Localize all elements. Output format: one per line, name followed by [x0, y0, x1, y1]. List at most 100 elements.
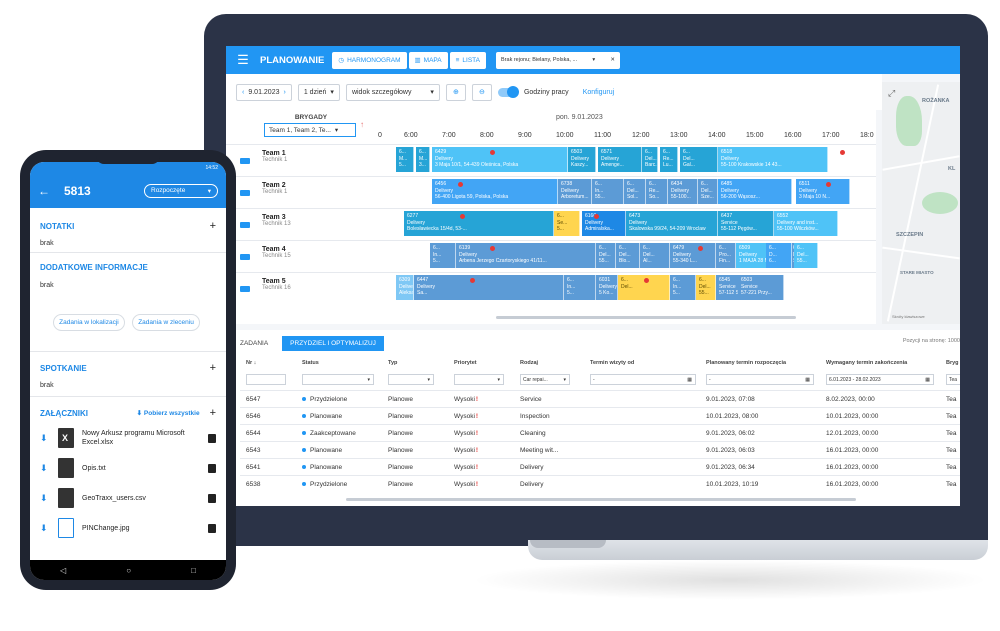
table-scrollbar[interactable]: [346, 498, 856, 501]
nav-recent-icon[interactable]: □: [191, 565, 196, 575]
schedule-scrollbar[interactable]: [496, 316, 796, 319]
task-bar[interactable]: 6511 Delivery 3 Maja 10 N...: [796, 179, 850, 204]
team-label[interactable]: Team 1 Technik 1: [262, 150, 287, 163]
col-visit-from[interactable]: Termin wizyty od: [590, 360, 635, 366]
task-bar[interactable]: 6... M... 5...: [396, 147, 414, 172]
calendar-icon[interactable]: ▦: [687, 376, 692, 383]
configure-link[interactable]: Konfiguruj: [582, 88, 615, 96]
task-bar[interactable]: 6... Re... Lu...: [660, 147, 678, 172]
zoom-out-icon[interactable]: ⊖: [471, 83, 492, 101]
add-attachment-icon[interactable]: +: [209, 407, 216, 419]
date-picker[interactable]: ‹ 9.01.2023 ›: [236, 83, 292, 101]
tab-list[interactable]: ≡ LISTA: [449, 51, 487, 69]
calendar-icon[interactable]: ▦: [805, 376, 810, 383]
col-status[interactable]: Status: [302, 360, 319, 366]
task-bar[interactable]: 6485 Delivery 56-200 Wąsosz...: [718, 179, 792, 204]
filter-kind[interactable]: Car repai... ▾: [520, 374, 570, 385]
view-mode-select[interactable]: widok szczegółowy ▾: [345, 83, 440, 101]
filter-status[interactable]: ▾: [302, 374, 374, 385]
task-bar[interactable]: 6503 Service 57-221 Przy...: [738, 275, 784, 300]
download-icon[interactable]: ⬇: [40, 522, 48, 533]
task-bar[interactable]: 6479 Delivery 55-340 L...: [670, 243, 716, 268]
download-icon[interactable]: ⬇: [40, 432, 48, 443]
filter-brigade[interactable]: Tea: [946, 374, 960, 385]
task-bar[interactable]: 6518 Delivery 55-100 Krakowskie 14 43...: [718, 147, 828, 172]
task-bar[interactable]: 6... Del... Sol...: [624, 179, 646, 204]
task-bar[interactable]: 6... Del... Blo...: [616, 243, 640, 268]
task-bar[interactable]: 6... In... 5...: [430, 243, 456, 268]
close-icon[interactable]: ✕: [610, 57, 616, 63]
task-bar[interactable]: 6... Se... 5...: [554, 211, 580, 236]
tasks-in-location-button[interactable]: Zadania w lokalizacji: [53, 314, 125, 331]
attachment-item[interactable]: ⬇ GeoTraxx_users.csv: [40, 483, 216, 513]
trash-icon[interactable]: [208, 523, 216, 533]
task-bar[interactable]: 6437 Service 55-112 Pęgów...: [718, 211, 774, 236]
task-bar[interactable]: 6... Del... Gal...: [680, 147, 718, 172]
task-bar[interactable]: 6447 Delivery Sa...: [414, 275, 564, 300]
team-label[interactable]: Team 2 Technik 1: [262, 182, 287, 195]
table-row[interactable]: 6543 Planowane Planowe Wysoki! Meeting wit..…: [240, 441, 960, 458]
table-row[interactable]: 6544 Zaakceptowane Planowe Wysoki! Cleaning 9…: [240, 424, 960, 441]
task-bar[interactable]: 6738 Delivery Arboretum...: [558, 179, 592, 204]
expand-icon[interactable]: ⤢: [888, 88, 896, 98]
table-row[interactable]: 6546 Planowane Planowe Wysoki! Inspection 10.…: [240, 407, 960, 424]
task-bar[interactable]: 6... Del... 55...: [696, 275, 716, 300]
task-bar[interactable]: 6... D... 6...: [766, 243, 792, 268]
task-bar[interactable]: 6429 Delivery 3 Maja 10/1, 54-439 Oleśni…: [432, 147, 568, 172]
status-select[interactable]: Rozpoczęte ▾: [144, 184, 218, 198]
back-arrow-icon[interactable]: ←: [38, 184, 50, 198]
nav-back-icon[interactable]: ◁: [60, 565, 67, 575]
table-row[interactable]: 6541 Planowane Planowe Wysoki! Delivery 9.01.…: [240, 458, 960, 475]
col-planned[interactable]: Planowany termin rozpoczęcia: [706, 360, 787, 366]
filter-nr[interactable]: [246, 374, 286, 385]
tab-schedule[interactable]: ◷ HARMONOGRAM: [332, 51, 407, 69]
filter-visit-from[interactable]: - ▦: [590, 374, 696, 385]
filter-priority[interactable]: ▾: [454, 374, 504, 385]
team-label[interactable]: Team 3 Technik 13: [262, 214, 291, 227]
task-bar[interactable]: 6... Del... 55...: [794, 243, 818, 268]
chevron-left-icon[interactable]: ‹: [242, 88, 245, 96]
calendar-icon[interactable]: ▦: [925, 376, 930, 383]
task-bar[interactable]: 6... In... 5...: [564, 275, 596, 300]
attachment-item[interactable]: ⬇ Opis.txt: [40, 453, 216, 483]
region-filter[interactable]: Brak rejonu; Bielany, Polska, ... ▾ ✕: [496, 51, 621, 69]
team-label[interactable]: Team 4 Technik 15: [262, 246, 291, 259]
trash-icon[interactable]: [208, 463, 216, 473]
task-bar[interactable]: 6160 Delivery Admiralska...: [582, 211, 626, 236]
task-bar[interactable]: 6... In... 55...: [592, 179, 624, 204]
task-bar[interactable]: 6139 Delivery Arbena Jerzego Czartoryski…: [456, 243, 596, 268]
brigades-select[interactable]: Team 1, Team 2, Te... ▾: [264, 123, 356, 137]
col-kind[interactable]: Rodzaj: [520, 360, 539, 366]
task-bar[interactable]: 6... Del...: [618, 275, 670, 300]
task-bar[interactable]: 6473 Delivery Skalowska 99/24, 54-209 Wr…: [626, 211, 718, 236]
col-nr[interactable]: Nr ↓: [246, 360, 257, 366]
nav-home-icon[interactable]: ○: [126, 565, 132, 575]
col-brigade[interactable]: Bryg: [946, 360, 959, 366]
download-icon[interactable]: ⬇: [40, 462, 48, 473]
task-bar[interactable]: 6552 Delivery and inst... 55-100 Wilczkó…: [774, 211, 838, 236]
task-bar[interactable]: 6... Del... Sze...: [698, 179, 718, 204]
attachment-item[interactable]: ⬇ Nowy Arkusz programu Microsoft Excel.x…: [40, 423, 216, 453]
collapse-icon[interactable]: ↑: [360, 120, 364, 129]
filter-required[interactable]: 6.01.2023 - 28.02.2023 ▦: [826, 374, 934, 385]
task-bar[interactable]: 6434 Delivery 55-100...: [668, 179, 698, 204]
tab-tasks[interactable]: ZADANIA: [240, 340, 269, 347]
trash-icon[interactable]: [208, 433, 216, 443]
trash-icon[interactable]: [208, 493, 216, 503]
task-bar[interactable]: 6309 Delivery Aleksandra Gollawskiego 7/…: [396, 275, 414, 300]
task-bar[interactable]: 6... Del... 55...: [596, 243, 616, 268]
attachment-item[interactable]: ⬇ PINChange.jpg: [40, 513, 216, 543]
working-hours-toggle[interactable]: [497, 85, 519, 98]
task-bar[interactable]: 6... Re... So...: [646, 179, 668, 204]
task-bar[interactable]: 6... In... 5...: [670, 275, 696, 300]
chevron-right-icon[interactable]: ›: [283, 88, 286, 96]
range-select[interactable]: 1 dzień ▾: [297, 83, 340, 101]
task-bar[interactable]: 6... M... 3...: [416, 147, 430, 172]
team-label[interactable]: Team 5 Technik 16: [262, 278, 291, 291]
task-bar[interactable]: 6... Pro... Fin...: [716, 243, 736, 268]
tab-assign-optimize[interactable]: PRZYDZIEL I OPTYMALIZUJ: [282, 336, 384, 351]
col-required[interactable]: Wymagany termin zakończenia: [826, 360, 908, 366]
task-bar[interactable]: 6031 Delivery 5 Ko...: [596, 275, 618, 300]
tasks-in-order-button[interactable]: Zadania w zleceniu: [132, 314, 200, 331]
task-bar[interactable]: 6503 Delivery Kaszy...: [568, 147, 596, 172]
